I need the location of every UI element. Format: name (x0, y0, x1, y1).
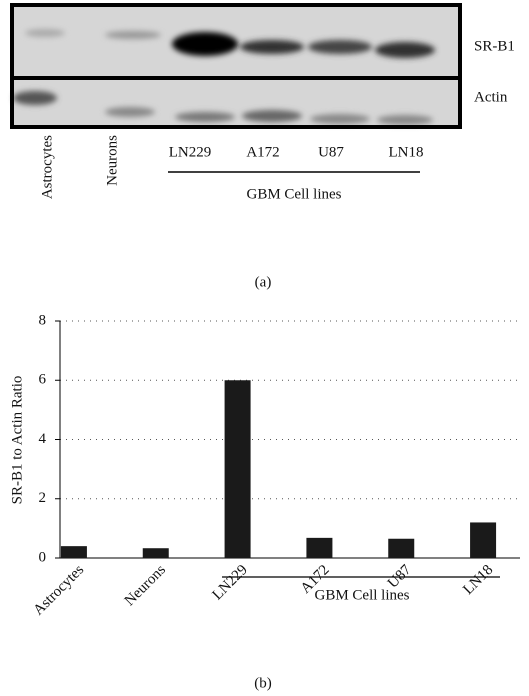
lane-label: LN229 (169, 144, 212, 160)
x-tick-label: LN229 (209, 562, 250, 603)
lane-label: A172 (246, 144, 279, 160)
y-tick-label: 6 (39, 372, 47, 388)
caption: (b) (254, 675, 272, 691)
y-tick-label: 4 (39, 431, 47, 447)
group-label: GBM Cell lines (246, 186, 341, 202)
x-tick-label: Astrocytes (30, 562, 87, 619)
lane-label: U87 (318, 144, 344, 160)
bar (225, 380, 251, 558)
band-label: Actin (474, 89, 508, 105)
bar (470, 522, 496, 558)
bar (61, 546, 87, 558)
y-tick-label: 2 (39, 490, 47, 506)
blot-background (12, 5, 460, 127)
bar-chart: SR-B1 to Actin Ratio GBM Cell lines (b) … (9, 312, 520, 691)
x-tick-label: LN18 (460, 562, 496, 598)
band-label: SR-B1 (474, 38, 515, 54)
y-tick-label: 8 (39, 312, 47, 328)
caption: (a) (255, 274, 272, 290)
y-tick-label: 0 (39, 549, 47, 565)
lane-label: LN18 (389, 144, 424, 160)
bar (143, 548, 169, 558)
bar (388, 539, 414, 558)
y-axis-label: SR-B1 to Actin Ratio (9, 376, 25, 505)
lane-label: Neurons (104, 135, 120, 186)
western-blot (12, 5, 460, 127)
lane-label: Astrocytes (39, 135, 55, 199)
figure: SR-B1 Actin Astrocytes Neurons LN229 A17… (0, 0, 529, 696)
bar (306, 538, 332, 558)
x-tick-label: Neurons (122, 562, 169, 609)
